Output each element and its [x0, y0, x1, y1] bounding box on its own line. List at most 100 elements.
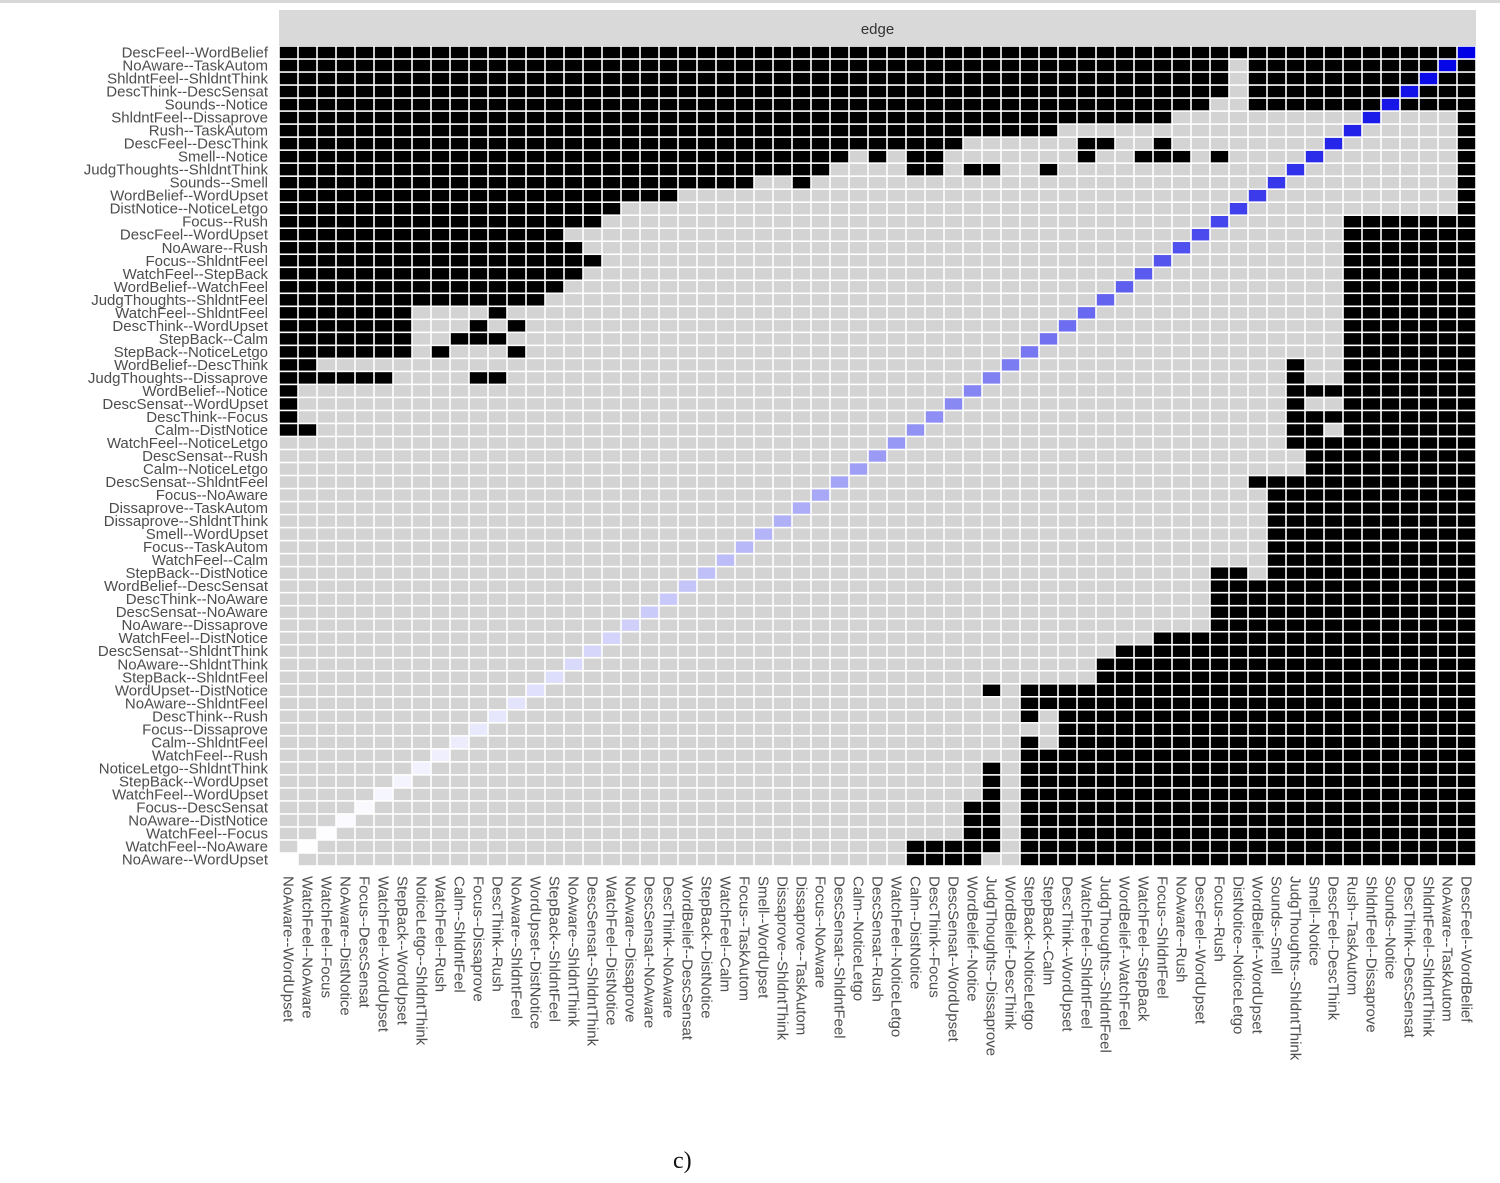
heatmap-cell	[1305, 372, 1324, 384]
heatmap-cell	[640, 840, 659, 853]
heatmap-cell	[697, 645, 716, 657]
heatmap-cell	[450, 385, 469, 397]
heatmap-cell-different	[1419, 827, 1438, 840]
heatmap-cell-different	[1438, 697, 1457, 710]
heatmap-cell	[1191, 268, 1210, 280]
heatmap-cell-different	[355, 111, 374, 124]
y-tick-label: Focus--NoAware	[156, 487, 268, 504]
heatmap-cell	[602, 411, 621, 423]
heatmap-cell	[640, 216, 659, 228]
heatmap-cell	[393, 827, 412, 840]
heatmap-cell-different	[1191, 827, 1210, 840]
heatmap-cell	[1172, 515, 1191, 527]
heatmap-cell-different	[1210, 736, 1229, 749]
heatmap-cell-different	[716, 124, 735, 137]
heatmap-cell	[754, 541, 773, 553]
y-tick-label: StepBack--ShldntFeel	[122, 669, 268, 686]
heatmap-cell	[1077, 385, 1096, 397]
heatmap-cell	[507, 502, 526, 514]
heatmap-cell	[450, 632, 469, 644]
heatmap-cell	[1020, 437, 1039, 449]
heatmap-cell	[621, 658, 640, 670]
heatmap-cell-different	[1400, 567, 1419, 579]
heatmap-cell-different	[1438, 216, 1457, 228]
heatmap-cell	[640, 788, 659, 801]
heatmap-cell-different	[412, 294, 431, 306]
heatmap-cell	[564, 385, 583, 397]
heatmap-cell	[982, 489, 1001, 501]
y-tick-label: WatchFeel--DistNotice	[119, 630, 268, 647]
heatmap-cell	[469, 697, 488, 710]
heatmap-cell-different	[887, 46, 906, 59]
heatmap-cell	[735, 424, 754, 436]
heatmap-cell	[811, 463, 830, 475]
heatmap-cell	[697, 502, 716, 514]
heatmap-cell-different	[1343, 424, 1362, 436]
heatmap-cell	[868, 202, 887, 215]
heatmap-cell	[887, 463, 906, 475]
heatmap-cell-different	[317, 229, 336, 241]
heatmap-cell-different	[792, 85, 811, 98]
y-tick-label: WatchFeel--NoticeLetgo	[107, 435, 268, 452]
heatmap-cell	[792, 216, 811, 228]
heatmap-cell-different	[1267, 853, 1286, 866]
heatmap-cell-different	[1305, 853, 1324, 866]
heatmap-cell	[792, 580, 811, 592]
heatmap-cell-different	[374, 98, 393, 111]
heatmap-cell	[982, 671, 1001, 683]
heatmap-cell	[1191, 450, 1210, 462]
heatmap-cell	[1020, 150, 1039, 163]
heatmap-cell-different	[1381, 528, 1400, 540]
heatmap-cell	[1343, 189, 1362, 202]
heatmap-cell	[1191, 515, 1210, 527]
heatmap-cell	[602, 437, 621, 449]
heatmap-cell-different	[355, 98, 374, 111]
heatmap-cell-different	[1419, 59, 1438, 72]
heatmap-cell-different	[1267, 98, 1286, 111]
heatmap-cell-different	[1172, 59, 1191, 72]
heatmap-cell	[526, 840, 545, 853]
heatmap-cell	[1134, 619, 1153, 631]
heatmap-cell	[279, 827, 298, 840]
heatmap-cell-different	[811, 111, 830, 124]
heatmap-cell	[697, 723, 716, 736]
heatmap-cell-different	[393, 85, 412, 98]
heatmap-cell	[887, 372, 906, 384]
heatmap-cell	[735, 189, 754, 202]
heatmap-cell	[1267, 398, 1286, 410]
heatmap-cell-different	[1457, 814, 1476, 827]
heatmap-cell-different	[792, 150, 811, 163]
heatmap-cell	[412, 814, 431, 827]
heatmap-cell-different	[374, 242, 393, 254]
heatmap-cell	[697, 528, 716, 540]
heatmap-cell-different	[849, 124, 868, 137]
heatmap-cell-different	[830, 124, 849, 137]
heatmap-cell-different	[1438, 827, 1457, 840]
heatmap-cell	[944, 320, 963, 332]
heatmap-cell	[925, 359, 944, 371]
heatmap-cell	[1077, 593, 1096, 605]
heatmap-cell	[1001, 346, 1020, 358]
heatmap-cell	[450, 359, 469, 371]
heatmap-cell	[1039, 176, 1058, 189]
heatmap-cell-different	[1191, 775, 1210, 788]
heatmap-cell-different	[1438, 762, 1457, 775]
heatmap-cell-different	[1039, 46, 1058, 59]
x-axis-tick-labels: NoAware--WordUpset WatchFeel--NoAware Watc…	[280, 876, 1475, 1061]
heatmap-cell	[906, 229, 925, 241]
heatmap-cell	[982, 632, 1001, 644]
heatmap-cell	[545, 788, 564, 801]
heatmap-cell	[317, 502, 336, 514]
heatmap-cell	[1001, 606, 1020, 618]
heatmap-cell-different	[1020, 124, 1039, 137]
heatmap-cell	[336, 645, 355, 657]
heatmap-cell	[1248, 242, 1267, 254]
heatmap-cell-diagonal	[849, 463, 868, 475]
heatmap-cell	[621, 502, 640, 514]
heatmap-cell-different	[1267, 580, 1286, 592]
heatmap-cell-different	[659, 85, 678, 98]
heatmap-cell	[906, 411, 925, 423]
heatmap-cell-different	[1286, 372, 1305, 384]
heatmap-cell-different	[716, 176, 735, 189]
y-tick-label: DistNotice--NoticeLetgo	[110, 201, 268, 218]
